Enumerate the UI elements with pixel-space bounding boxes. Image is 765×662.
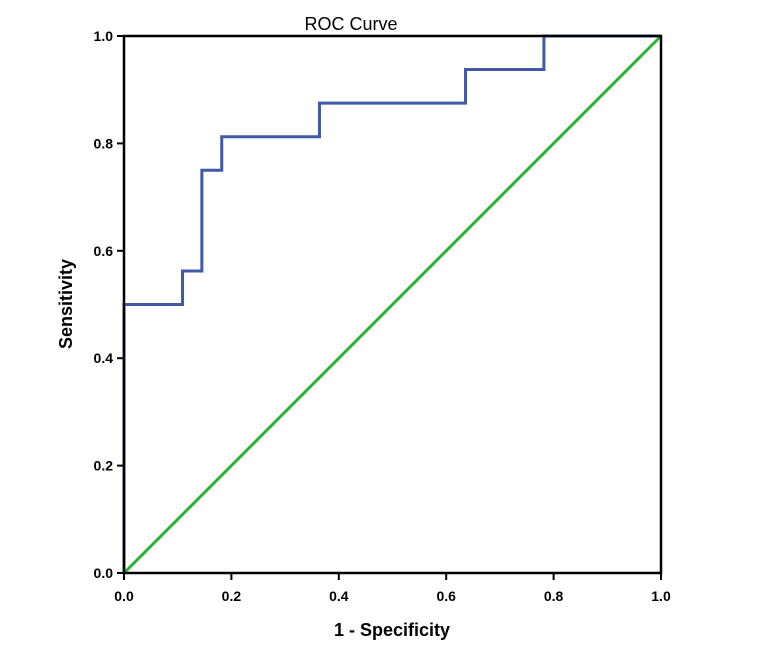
plot-frame (122, 34, 663, 575)
x-axis-ticks: 0.0 0.2 0.4 0.6 0.8 1.0 (114, 573, 671, 604)
y-axis-label: Sensitivity (56, 259, 76, 349)
reference-line (122, 34, 663, 575)
chart-title: ROC Curve (304, 14, 397, 34)
y-axis-ticks: 0.0 0.2 0.4 0.6 0.8 1.0 (94, 28, 124, 581)
x-tick-label: 0.4 (329, 588, 349, 604)
reference-line-layer (122, 34, 663, 575)
x-axis-label: 1 - Specificity (334, 620, 450, 640)
y-tick-label: 0.8 (94, 135, 114, 151)
roc-curve (122, 34, 661, 573)
x-tick-label: 0.0 (114, 588, 134, 604)
y-tick-label: 1.0 (94, 28, 114, 44)
x-tick-label: 0.6 (436, 588, 456, 604)
y-tick-label: 0.4 (94, 350, 114, 366)
y-tick-label: 0.0 (94, 565, 114, 581)
x-tick-label: 0.2 (222, 588, 242, 604)
x-tick-label: 1.0 (651, 588, 671, 604)
roc-curve-layer (122, 34, 661, 573)
x-tick-label: 0.8 (544, 588, 564, 604)
y-tick-label: 0.6 (94, 243, 114, 259)
y-tick-label: 0.2 (94, 458, 114, 474)
